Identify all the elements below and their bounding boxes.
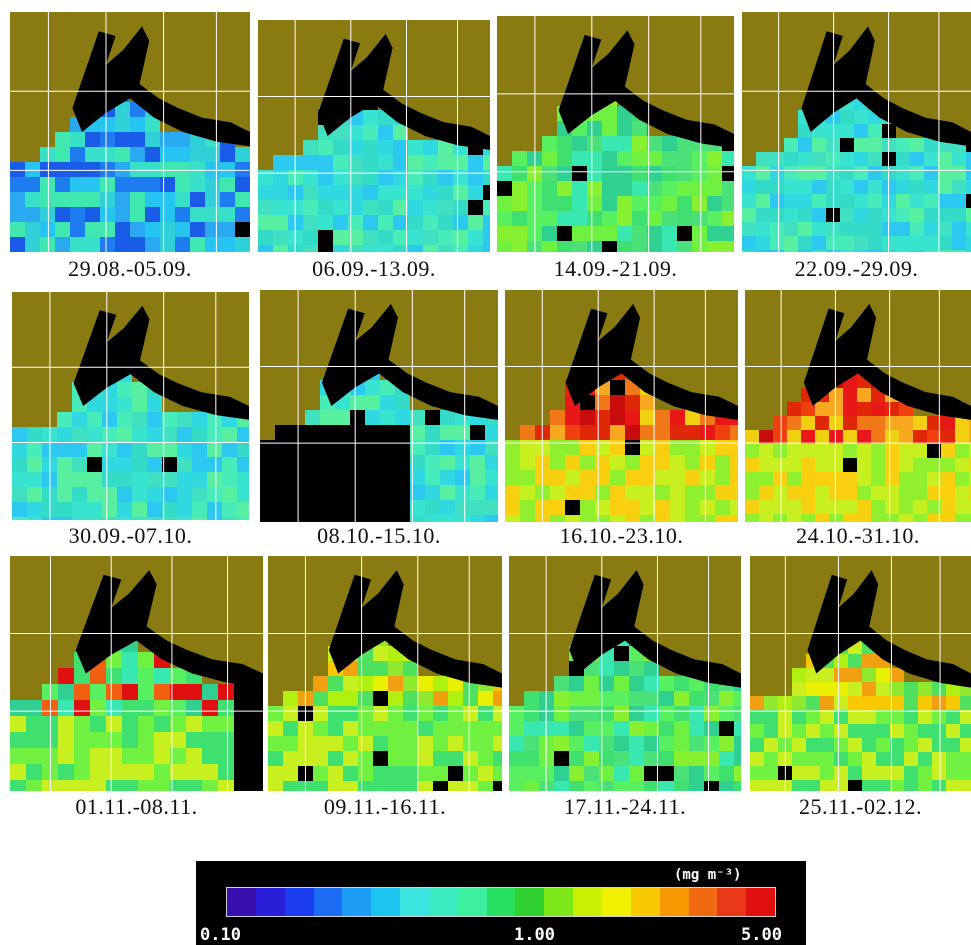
map-panel — [260, 290, 498, 522]
map-panel — [750, 556, 971, 791]
chlorophyll-map — [497, 16, 734, 252]
chlorophyll-map — [509, 556, 741, 791]
coastline-mask — [75, 570, 263, 688]
coastline-mask — [321, 303, 498, 420]
coastline-mask — [807, 570, 971, 688]
legend-color-swatch — [486, 888, 516, 916]
coastline-mask — [72, 26, 250, 147]
legend-color-swatch — [284, 888, 314, 916]
panel-date-range: 22.09.-29.09. — [794, 256, 919, 281]
chlorophyll-map — [12, 292, 249, 520]
panel-date-range: 14.09.-21.09. — [553, 256, 678, 281]
legend-color-swatch — [371, 888, 401, 916]
chlorophyll-map — [10, 556, 263, 791]
chlorophyll-map — [260, 290, 498, 522]
coastline-mask — [569, 570, 741, 688]
legend-color-swatch — [227, 888, 256, 916]
chlorophyll-map — [742, 12, 971, 252]
legend-color-swatch — [746, 888, 776, 916]
map-panel — [497, 16, 734, 252]
legend-color-swatch — [342, 888, 372, 916]
chlorophyll-map — [505, 290, 738, 522]
legend-color-swatch — [255, 888, 285, 916]
color-scale-legend: (mg m⁻³) 0.10 1.00 5.00 — [196, 861, 806, 945]
legend-color-bar — [226, 887, 776, 917]
panel-date-range: 17.11.-24.11. — [563, 794, 687, 819]
chlorophyll-map — [10, 12, 250, 252]
panel-date-range: 08.10.-15.10. — [317, 523, 441, 548]
legend-mid-label: 1.00 — [514, 925, 555, 945]
legend-color-swatch — [659, 888, 689, 916]
coastline-mask — [328, 570, 502, 688]
panel-date-range: 25.11.-02.12. — [798, 794, 922, 819]
map-panel — [509, 556, 741, 791]
map-panel — [742, 12, 971, 252]
legend-unit-label: (mg m⁻³) — [674, 867, 742, 883]
legend-max-label: 5.00 — [741, 925, 782, 945]
map-panel — [258, 20, 490, 252]
panel-date-range: 24.10.-31.10. — [796, 523, 920, 548]
coastline-mask — [803, 303, 971, 420]
panel-date-range: 06.09.-13.09. — [312, 256, 436, 281]
legend-color-swatch — [717, 888, 747, 916]
legend-color-swatch — [573, 888, 602, 916]
panel-date-range: 01.11.-08.11. — [75, 794, 198, 819]
legend-color-swatch — [313, 888, 343, 916]
panel-date-range: 09.11.-16.11. — [323, 794, 447, 819]
map-panel — [268, 556, 502, 791]
legend-color-swatch — [630, 888, 660, 916]
chlorophyll-map — [745, 290, 971, 522]
map-panel — [12, 292, 249, 520]
coastline-mask — [565, 303, 738, 420]
coastline-mask — [558, 30, 734, 149]
map-panel — [505, 290, 738, 522]
coastline-mask — [318, 33, 490, 150]
chlorophyll-map — [268, 556, 502, 791]
panel-date-range: 16.10.-23.10. — [559, 523, 684, 548]
panel-date-range: 29.08.-05.09. — [68, 256, 192, 281]
chlorophyll-map — [258, 20, 490, 252]
legend-min-label: 0.10 — [200, 925, 241, 945]
legend-color-swatch — [457, 888, 487, 916]
map-panel — [10, 12, 250, 252]
legend-color-swatch — [544, 888, 574, 916]
legend-color-swatch — [428, 888, 458, 916]
coastline-mask — [801, 26, 971, 147]
legend-color-swatch — [601, 888, 631, 916]
legend-color-swatch — [400, 888, 429, 916]
map-panel — [745, 290, 971, 522]
map-panel — [10, 556, 263, 791]
panel-date-range: 30.09.-07.10. — [68, 523, 193, 548]
coastline-mask — [73, 305, 249, 420]
legend-color-swatch — [515, 888, 545, 916]
chlorophyll-map — [750, 556, 971, 791]
legend-color-swatch — [688, 888, 718, 916]
